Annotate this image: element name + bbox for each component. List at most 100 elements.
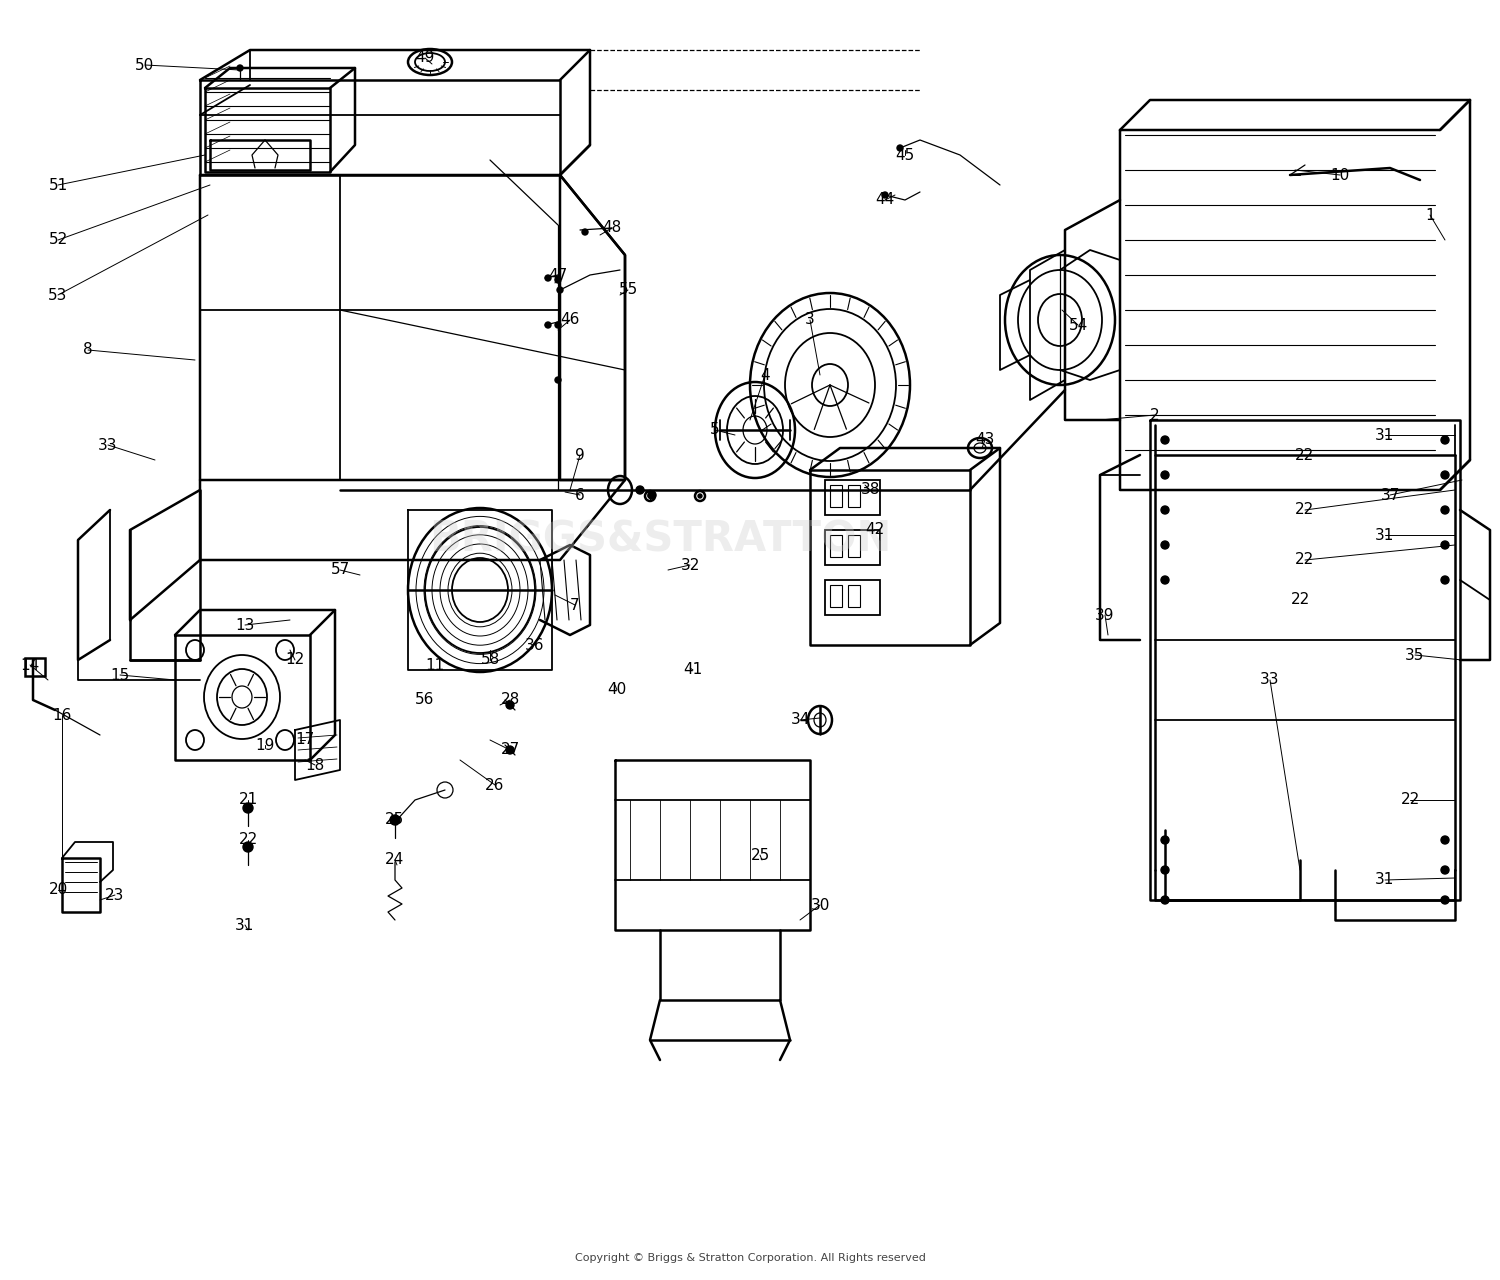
- Text: 13: 13: [236, 617, 255, 632]
- Text: 16: 16: [53, 708, 72, 722]
- Text: 15: 15: [111, 667, 129, 682]
- Bar: [847, 585, 859, 607]
- Text: 44: 44: [876, 192, 894, 207]
- Text: 8: 8: [82, 343, 93, 357]
- Text: 22: 22: [1296, 448, 1314, 462]
- Bar: [847, 535, 859, 557]
- Circle shape: [882, 192, 888, 198]
- Text: BRIGGS&STRATTON: BRIGGS&STRATTON: [429, 518, 891, 561]
- Circle shape: [1161, 867, 1168, 874]
- Bar: [830, 585, 842, 607]
- Text: 35: 35: [1406, 648, 1425, 663]
- Bar: [830, 485, 842, 507]
- Circle shape: [1442, 836, 1449, 844]
- Text: 48: 48: [603, 220, 621, 236]
- Circle shape: [1161, 506, 1168, 515]
- Text: 47: 47: [549, 268, 567, 283]
- Circle shape: [390, 815, 400, 826]
- Text: 39: 39: [1095, 608, 1114, 622]
- Text: 1: 1: [1425, 207, 1436, 223]
- Circle shape: [1161, 541, 1168, 549]
- Text: 55: 55: [618, 283, 638, 297]
- Circle shape: [555, 378, 561, 383]
- Text: 10: 10: [1330, 168, 1350, 183]
- Circle shape: [506, 701, 515, 709]
- Text: 49: 49: [416, 50, 435, 65]
- Text: 31: 31: [1376, 428, 1395, 443]
- Bar: [847, 485, 859, 507]
- Text: 21: 21: [238, 792, 258, 808]
- Text: 25: 25: [750, 847, 770, 863]
- Bar: [830, 535, 842, 557]
- Circle shape: [1442, 471, 1449, 479]
- Text: 33: 33: [99, 438, 117, 453]
- Text: 7: 7: [570, 598, 580, 613]
- Circle shape: [243, 803, 254, 813]
- Text: 20: 20: [48, 882, 68, 897]
- Text: 5: 5: [710, 422, 720, 438]
- Text: 41: 41: [684, 663, 702, 677]
- Circle shape: [556, 287, 562, 293]
- Circle shape: [1161, 576, 1168, 584]
- Circle shape: [1442, 506, 1449, 515]
- Text: 12: 12: [285, 653, 304, 667]
- Text: 22: 22: [1296, 553, 1314, 567]
- Circle shape: [648, 492, 656, 499]
- Circle shape: [636, 486, 644, 494]
- Circle shape: [897, 145, 903, 151]
- Circle shape: [506, 746, 515, 754]
- Circle shape: [544, 323, 550, 328]
- Text: 22: 22: [1296, 503, 1314, 517]
- Circle shape: [544, 275, 550, 282]
- Text: 2: 2: [1150, 407, 1160, 422]
- Text: 37: 37: [1380, 488, 1400, 503]
- Bar: [825, 580, 880, 614]
- Text: 38: 38: [861, 483, 879, 498]
- Circle shape: [1442, 576, 1449, 584]
- Text: 45: 45: [896, 147, 915, 163]
- Circle shape: [1442, 896, 1449, 904]
- Text: 28: 28: [501, 692, 519, 708]
- Text: 11: 11: [426, 658, 444, 672]
- Circle shape: [698, 494, 702, 498]
- Text: 52: 52: [48, 233, 68, 247]
- Text: 22: 22: [238, 832, 258, 847]
- Text: 32: 32: [681, 558, 699, 572]
- Text: 30: 30: [810, 897, 830, 913]
- Text: 17: 17: [296, 732, 315, 748]
- Circle shape: [648, 494, 652, 498]
- Text: 33: 33: [1260, 672, 1280, 687]
- Circle shape: [243, 842, 254, 852]
- Text: 31: 31: [236, 918, 255, 933]
- Circle shape: [237, 65, 243, 70]
- Text: 58: 58: [480, 653, 500, 667]
- Text: 50: 50: [135, 58, 154, 73]
- Text: 40: 40: [608, 682, 627, 698]
- Text: 26: 26: [486, 777, 504, 792]
- Text: 6: 6: [574, 488, 585, 503]
- Circle shape: [1442, 867, 1449, 874]
- Circle shape: [1161, 471, 1168, 479]
- Bar: [26, 658, 45, 676]
- Text: 31: 31: [1376, 873, 1395, 887]
- Text: 43: 43: [975, 433, 994, 448]
- Text: 51: 51: [48, 178, 68, 192]
- Circle shape: [1161, 836, 1168, 844]
- Text: 9: 9: [574, 448, 585, 462]
- Circle shape: [1442, 541, 1449, 549]
- Text: 36: 36: [525, 637, 544, 653]
- Text: Copyright © Briggs & Stratton Corporation. All Rights reserved: Copyright © Briggs & Stratton Corporatio…: [574, 1253, 926, 1263]
- Text: 19: 19: [255, 737, 274, 753]
- Text: 53: 53: [48, 288, 68, 302]
- Text: 27: 27: [501, 742, 519, 758]
- Text: 3: 3: [806, 312, 814, 328]
- Text: 25: 25: [386, 813, 405, 827]
- Text: 57: 57: [330, 562, 350, 577]
- Text: 22: 22: [1290, 593, 1310, 608]
- Text: 22: 22: [1401, 792, 1419, 808]
- Text: 23: 23: [105, 887, 125, 902]
- Text: 42: 42: [865, 522, 885, 538]
- Bar: [825, 530, 880, 564]
- Text: 34: 34: [790, 713, 810, 727]
- Bar: [825, 480, 880, 515]
